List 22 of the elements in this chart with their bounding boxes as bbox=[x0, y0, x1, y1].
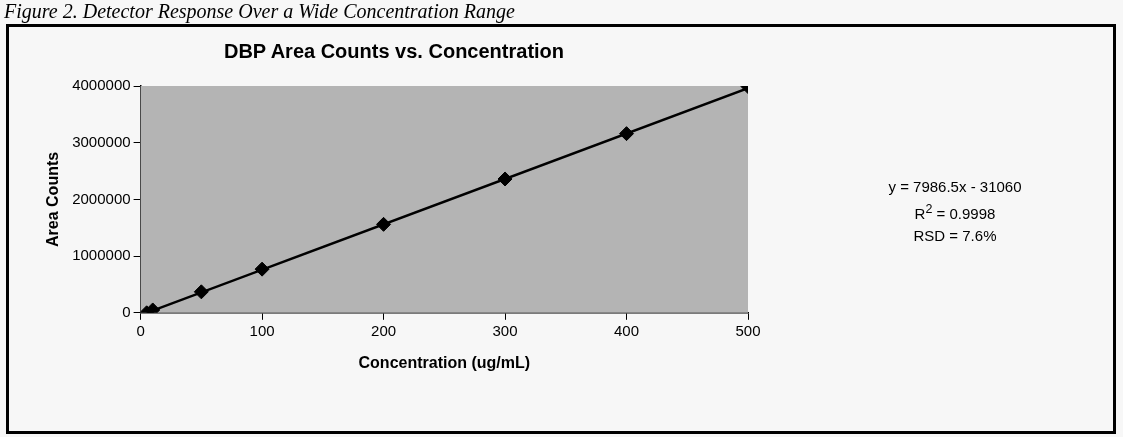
chart-title: DBP Area Counts vs. Concentration bbox=[223, 39, 565, 62]
x-tick-label: 0 bbox=[136, 321, 145, 339]
y-tick-label: 4000000 bbox=[72, 76, 131, 94]
point bbox=[254, 261, 270, 277]
x-tick-label: 400 bbox=[614, 321, 640, 339]
point bbox=[376, 216, 392, 232]
text: RSD = 7.6% bbox=[912, 226, 998, 246]
x-axis-title: Concentration (ug/mL) bbox=[358, 353, 531, 371]
point bbox=[619, 126, 635, 142]
y-tick-label: 3000000 bbox=[72, 132, 131, 150]
x-tick-label: 200 bbox=[371, 321, 397, 339]
y-tick-label: 0 bbox=[122, 302, 131, 320]
x-tick-label: 100 bbox=[249, 321, 275, 339]
point bbox=[497, 171, 513, 187]
x-tick-label: 500 bbox=[735, 321, 761, 339]
text: y = 7986.5x - 31060 bbox=[887, 177, 1023, 197]
y-tick-label: 2000000 bbox=[72, 189, 131, 207]
y-tick-label: 1000000 bbox=[72, 246, 131, 264]
x-tick-label: 300 bbox=[492, 321, 518, 339]
y-axis-title: Area Counts bbox=[44, 151, 62, 247]
caption: Figure 2. Detector Response Over a Wide Concentration Range bbox=[4, 0, 515, 22]
text: R$^{2}$ = 0.9998 bbox=[913, 201, 997, 224]
